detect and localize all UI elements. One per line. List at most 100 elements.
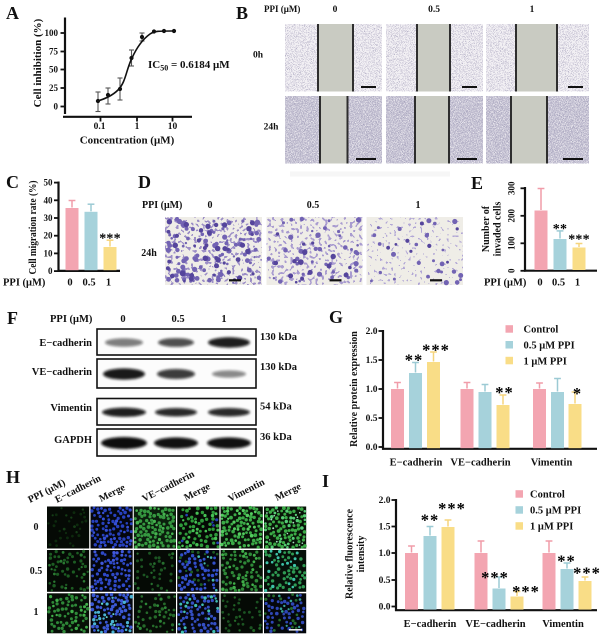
svg-text:10: 10	[44, 248, 54, 258]
svg-text:C: C	[6, 172, 19, 192]
svg-text:Cell inhibition (%): Cell inhibition (%)	[32, 18, 44, 107]
svg-text:0.5: 0.5	[30, 566, 43, 577]
svg-text:10: 10	[168, 122, 178, 132]
svg-text:0.5: 0.5	[552, 278, 565, 289]
svg-text:50: 50	[44, 178, 54, 188]
svg-text:PPI (μM): PPI (μM)	[3, 278, 46, 289]
svg-text:0.1: 0.1	[94, 122, 106, 132]
svg-text:VE−cadherin: VE−cadherin	[450, 457, 510, 468]
svg-text:0: 0	[208, 200, 213, 211]
svg-text:0.5: 0.5	[366, 414, 378, 424]
svg-text:1: 1	[575, 278, 580, 289]
svg-text:***: ***	[422, 340, 450, 359]
svg-text:0: 0	[48, 266, 53, 276]
svg-text:**: **	[553, 222, 567, 237]
svg-text:0.0: 0.0	[379, 603, 391, 613]
svg-text:***: ***	[512, 582, 540, 601]
svg-text:H: H	[6, 467, 20, 487]
svg-text:0.5 μM PPI: 0.5 μM PPI	[524, 341, 575, 352]
svg-text:Concentration (μM): Concentration (μM)	[80, 135, 175, 147]
svg-text:E−cadherin: E−cadherin	[390, 457, 443, 468]
svg-text:1: 1	[530, 5, 535, 15]
svg-text:I: I	[322, 471, 329, 491]
svg-text:Control: Control	[530, 490, 565, 501]
svg-text:intensity: intensity	[356, 536, 367, 573]
svg-text:B: B	[236, 3, 248, 23]
svg-text:36 kDa: 36 kDa	[260, 432, 293, 443]
svg-text:VE−cadherin: VE−cadherin	[32, 367, 92, 378]
svg-text:invaded cells: invaded cells	[493, 202, 504, 257]
svg-text:Control: Control	[524, 325, 559, 336]
svg-text:***: ***	[481, 568, 509, 587]
svg-text:*: *	[573, 384, 582, 403]
svg-text:E−cadherin: E−cadherin	[39, 338, 92, 349]
svg-text:1: 1	[221, 314, 226, 325]
svg-text:F: F	[7, 308, 18, 328]
svg-text:1 μM PPI: 1 μM PPI	[530, 522, 573, 533]
svg-text:54 kDa: 54 kDa	[260, 402, 293, 413]
svg-text:**: **	[421, 510, 440, 529]
svg-text:0.5: 0.5	[379, 576, 391, 586]
svg-text:100: 100	[45, 28, 59, 38]
svg-text:G: G	[329, 307, 343, 327]
svg-text:VE−cadherin: VE−cadherin	[465, 619, 525, 630]
svg-text:0.0: 0.0	[366, 443, 378, 453]
svg-text:E−cadherin: E−cadherin	[404, 619, 457, 630]
svg-text:0.5: 0.5	[428, 5, 440, 15]
svg-text:130 kDa: 130 kDa	[260, 332, 298, 343]
svg-text:0.5 μM PPI: 0.5 μM PPI	[530, 506, 581, 517]
svg-text:1.5: 1.5	[366, 356, 378, 366]
svg-text:1 μM PPI: 1 μM PPI	[524, 356, 567, 367]
svg-text:130 kDa: 130 kDa	[260, 362, 298, 373]
svg-text:***: ***	[568, 233, 590, 248]
svg-text:100: 100	[507, 236, 517, 250]
svg-text:0.5: 0.5	[82, 278, 95, 289]
svg-text:0: 0	[67, 278, 72, 289]
svg-text:0h: 0h	[253, 51, 264, 61]
svg-text:Cell migration rate (%): Cell migration rate (%)	[28, 181, 39, 275]
svg-text:2.0: 2.0	[366, 327, 378, 337]
svg-text:IC50 = 0.6184 μM: IC50 = 0.6184 μM	[148, 59, 230, 73]
svg-text:0: 0	[333, 5, 338, 15]
svg-text:20: 20	[44, 231, 54, 241]
svg-text:75: 75	[49, 47, 59, 57]
svg-text:Relative fluorescence: Relative fluorescence	[345, 508, 356, 599]
svg-text:PPI (μM): PPI (μM)	[142, 200, 182, 211]
svg-text:1.5: 1.5	[379, 523, 391, 533]
svg-text:Vimentin: Vimentin	[531, 457, 573, 468]
svg-text:0.5: 0.5	[307, 200, 320, 211]
svg-text:0: 0	[537, 278, 542, 289]
svg-text:E: E	[471, 173, 483, 193]
svg-text:**: **	[557, 551, 576, 570]
svg-text:***: ***	[99, 232, 121, 247]
svg-text:1.0: 1.0	[366, 385, 378, 395]
svg-text:PPI (μM): PPI (μM)	[484, 278, 527, 289]
svg-text:Vimentin: Vimentin	[542, 619, 584, 630]
svg-text:D: D	[138, 172, 151, 192]
svg-text:1: 1	[135, 122, 140, 132]
svg-text:***: ***	[438, 499, 466, 518]
svg-text:30: 30	[44, 213, 54, 223]
svg-text:1: 1	[34, 607, 39, 618]
svg-text:0: 0	[507, 268, 517, 273]
svg-text:PPI (μM): PPI (μM)	[50, 314, 93, 325]
svg-text:50: 50	[49, 65, 59, 75]
svg-text:300: 300	[507, 181, 517, 195]
svg-text:40: 40	[44, 195, 54, 205]
svg-text:PPI (μM): PPI (μM)	[264, 4, 300, 14]
svg-text:24h: 24h	[264, 123, 280, 133]
svg-text:200: 200	[507, 209, 517, 223]
svg-text:2.0: 2.0	[379, 496, 391, 506]
svg-text:0: 0	[54, 102, 59, 112]
svg-text:Vimentin: Vimentin	[50, 403, 92, 414]
svg-text:Number of: Number of	[481, 205, 492, 252]
svg-text:0: 0	[34, 522, 39, 533]
svg-text:**: **	[405, 350, 424, 369]
svg-text:0: 0	[120, 314, 125, 325]
svg-text:0.5: 0.5	[171, 314, 184, 325]
svg-text:24h: 24h	[141, 248, 157, 259]
svg-text:Relative protein expression: Relative protein expression	[349, 331, 360, 447]
svg-text:1: 1	[106, 278, 111, 289]
svg-text:1: 1	[416, 200, 421, 211]
svg-text:A: A	[6, 3, 19, 23]
